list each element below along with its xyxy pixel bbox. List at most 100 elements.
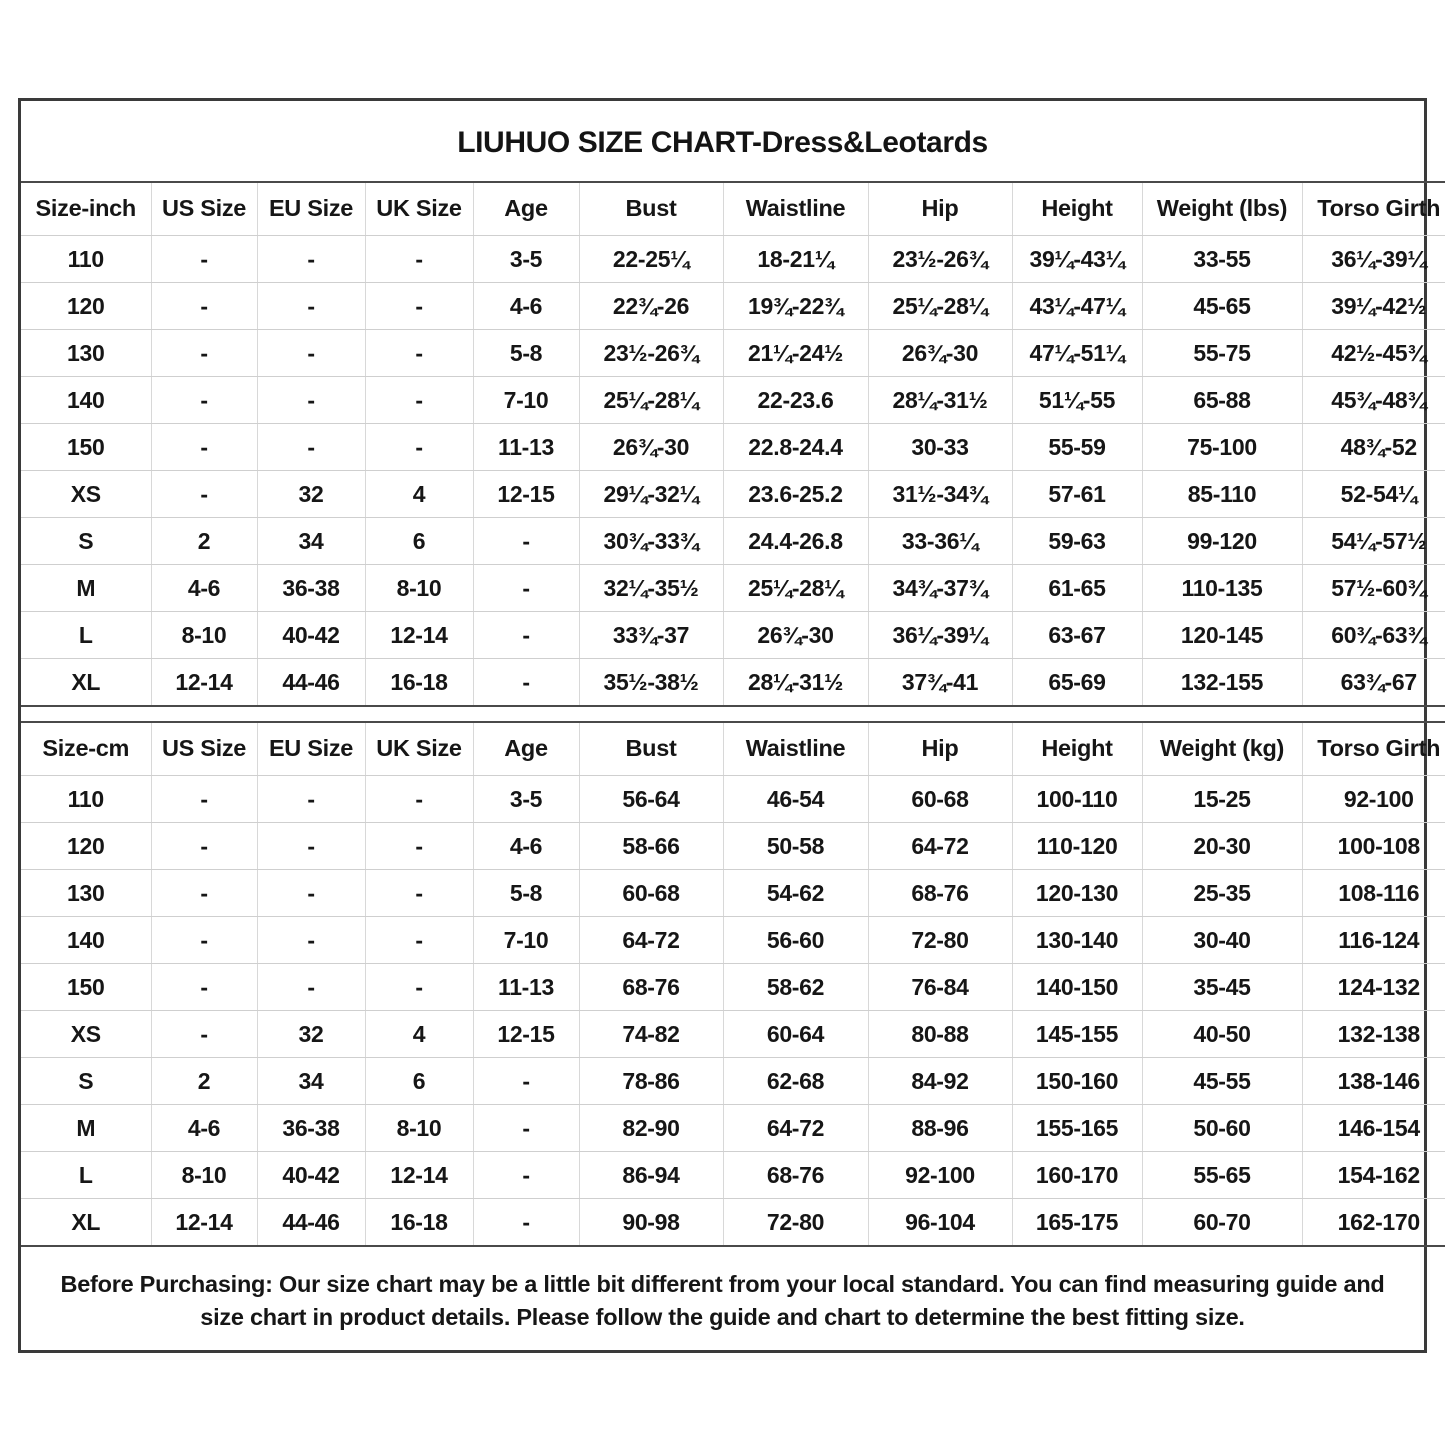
cm-cell: - (256, 869, 366, 917)
cm-cell: 116-124 (1301, 916, 1445, 964)
table-row: M 4-6 36-38 8-10-82-90 64-72 88-96 155-165 50-6… (21, 1104, 1445, 1152)
cm-cell: 64-72 (578, 916, 724, 964)
cm-column-header: Waistline (722, 721, 869, 776)
cm-cell: 150-160 (1011, 1057, 1143, 1105)
inch-cell: 37¾-41 (867, 658, 1013, 707)
table-row: 140- - -7-10 25¼-28¼ 22-23.6 28¼-31½ 51¼-55 65-… (21, 376, 1445, 424)
cm-cell: - (150, 822, 258, 870)
inch-cell: 4-6 (150, 564, 258, 612)
inch-cell: - (472, 611, 580, 659)
table-row: XL 12-14 44-46 16-18-35½-38½ 28¼-31½ 37¾-41 65… (21, 658, 1445, 707)
inch-cell: 54¼-57½ (1301, 517, 1445, 565)
inch-cell: 33-55 (1141, 235, 1303, 283)
inch-cell: 36¼-39¼ (867, 611, 1013, 659)
page-title: LIUHUO SIZE CHART-Dress&Leotards (457, 126, 988, 159)
inch-cell: 99-120 (1141, 517, 1303, 565)
inch-cell: M (21, 564, 152, 612)
cm-cell: - (364, 822, 474, 870)
cm-cell: 86-94 (578, 1151, 724, 1199)
inch-column-header: Age (472, 181, 580, 236)
cm-cell: - (150, 869, 258, 917)
cm-cell: 2 (150, 1057, 258, 1105)
cm-cell: 7-10 (472, 916, 580, 964)
cm-cell: 5-8 (472, 869, 580, 917)
cm-cell: 64-72 (722, 1104, 869, 1152)
inch-cell: 8-10 (150, 611, 258, 659)
cm-cell: 32 (256, 1010, 366, 1058)
inch-cell: 63¾-67 (1301, 658, 1445, 707)
cm-column-header: Age (472, 721, 580, 776)
cm-cell: 8-10 (364, 1104, 474, 1152)
cm-cell: 92-100 (1301, 775, 1445, 823)
cm-cell: 78-86 (578, 1057, 724, 1105)
cm-cell: 54-62 (722, 869, 869, 917)
inch-cell: - (256, 282, 366, 330)
inch-cell: - (256, 376, 366, 424)
inch-cell: 120-145 (1141, 611, 1303, 659)
cm-cell: 6 (364, 1057, 474, 1105)
inch-cell: 33-36¼ (867, 517, 1013, 565)
inch-cell: 59-63 (1011, 517, 1143, 565)
inch-cell: 65-88 (1141, 376, 1303, 424)
inch-cell: 12-14 (364, 611, 474, 659)
inch-cell: - (150, 376, 258, 424)
inch-cell: - (364, 235, 474, 283)
inch-cell: 140 (21, 376, 152, 424)
inch-cell: 12-15 (472, 470, 580, 518)
inch-cell: 45¾-48¾ (1301, 376, 1445, 424)
cm-cell: - (150, 963, 258, 1011)
inch-cell: 32¼-35½ (578, 564, 724, 612)
inch-cell: 4 (364, 470, 474, 518)
cm-cell: 50-60 (1141, 1104, 1303, 1152)
inch-cell: - (150, 470, 258, 518)
cm-table-body: 110- - -3-5 56-64 46-54 60-68 100-110 15-25 92-1… (21, 775, 1445, 1247)
inch-cell: 3-5 (472, 235, 580, 283)
cm-cell: 4-6 (150, 1104, 258, 1152)
inch-cell: 24.4-26.8 (722, 517, 869, 565)
inch-table-header: Size-inch US Size EU Size UK Size Age Bust Wai… (21, 181, 1445, 236)
footer-note: Before Purchasing: Our size chart may be… (21, 1247, 1424, 1350)
cm-cell: 12-14 (364, 1151, 474, 1199)
inch-cell: 33¾-37 (578, 611, 724, 659)
cm-cell: 4 (364, 1010, 474, 1058)
table-row: 150- - -11-13 26¾-30 22.8-24.4 30-33 55-59 75-1… (21, 423, 1445, 471)
cm-cell: 100-110 (1011, 775, 1143, 823)
cm-cell: 76-84 (867, 963, 1013, 1011)
inch-cell: 32 (256, 470, 366, 518)
cm-cell: - (472, 1057, 580, 1105)
table-row: 140- - -7-10 64-72 56-60 72-80 130-140 30-40 116… (21, 916, 1445, 964)
cm-cell: 130-140 (1011, 916, 1143, 964)
inch-cell: 4-6 (472, 282, 580, 330)
cm-cell: 56-64 (578, 775, 724, 823)
inch-cell: 110 (21, 235, 152, 283)
inch-cell: 65-69 (1011, 658, 1143, 707)
inch-column-header: Height (1011, 181, 1143, 236)
inch-cell: 23.6-25.2 (722, 470, 869, 518)
inch-cell: XS (21, 470, 152, 518)
table-divider (21, 707, 1424, 721)
inch-cell: 55-75 (1141, 329, 1303, 377)
table-row: XS -32 4 12-15 74-82 60-64 80-88 145-155 40-50 13… (21, 1010, 1445, 1058)
cm-column-header: US Size (150, 721, 258, 776)
inch-cell: 85-110 (1141, 470, 1303, 518)
cm-cell: 35-45 (1141, 963, 1303, 1011)
cm-cell: - (364, 916, 474, 964)
table-row: 120- - -4-6 58-66 50-58 64-72 110-120 20-30 100-… (21, 822, 1445, 870)
table-row: 120- - -4-6 22¾-26 19¾-22¾ 25¼-28¼ 43¼-47¼ 45-6… (21, 282, 1445, 330)
cm-cell: L (21, 1151, 152, 1199)
inch-cell: - (364, 423, 474, 471)
inch-cell: 2 (150, 517, 258, 565)
cm-cell: 68-76 (867, 869, 1013, 917)
cm-cell: 124-132 (1301, 963, 1445, 1011)
cm-cell: 154-162 (1301, 1151, 1445, 1199)
inch-cell: 55-59 (1011, 423, 1143, 471)
cm-cell: 146-154 (1301, 1104, 1445, 1152)
inch-cell: 28¼-31½ (867, 376, 1013, 424)
inch-column-header: Bust (578, 181, 724, 236)
cm-cell: 90-98 (578, 1198, 724, 1247)
cm-cell: 120 (21, 822, 152, 870)
inch-cell: 25¼-28¼ (867, 282, 1013, 330)
cm-cell: 44-46 (256, 1198, 366, 1247)
cm-cell: - (256, 916, 366, 964)
cm-cell: 20-30 (1141, 822, 1303, 870)
